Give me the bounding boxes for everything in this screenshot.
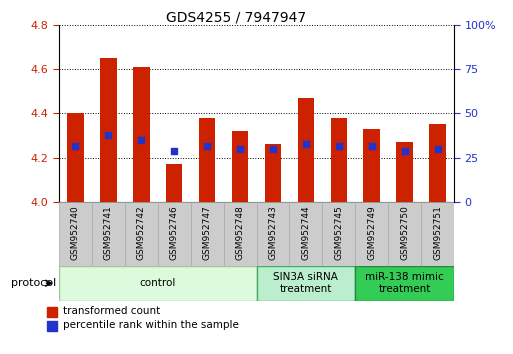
Bar [224,202,256,266]
Point [170,148,179,154]
Bar [298,98,314,202]
Bar [125,202,158,266]
Bar [59,266,256,301]
Text: GSM952747: GSM952747 [203,205,212,260]
Text: GSM952746: GSM952746 [170,205,179,260]
Bar [355,266,454,301]
Point [334,144,343,149]
Point [401,148,409,154]
Bar [166,164,183,202]
Text: GSM952748: GSM952748 [235,205,245,260]
Bar [92,202,125,266]
Bar [421,202,454,266]
Point [71,144,80,149]
Text: SIN3A siRNA
treatment: SIN3A siRNA treatment [273,272,338,294]
Bar [67,113,84,202]
Text: GDS4255 / 7947947: GDS4255 / 7947947 [166,11,306,25]
Text: GSM952745: GSM952745 [334,205,343,260]
Bar [322,202,355,266]
Legend: transformed count, percentile rank within the sample: transformed count, percentile rank withi… [49,306,239,330]
Bar [256,202,289,266]
Point [368,144,376,149]
Bar [100,58,116,202]
Bar [397,142,413,202]
Point [104,132,112,138]
Bar [429,124,446,202]
Point [269,146,277,152]
Text: GSM952740: GSM952740 [71,205,80,260]
Text: GSM952741: GSM952741 [104,205,113,260]
Text: GSM952743: GSM952743 [268,205,278,260]
Bar [364,129,380,202]
Text: GSM952742: GSM952742 [137,205,146,259]
Text: protocol: protocol [11,278,56,288]
Bar [191,202,224,266]
Text: miR-138 mimic
treatment: miR-138 mimic treatment [365,272,444,294]
Point [137,137,145,143]
Bar [199,118,215,202]
Bar [388,202,421,266]
Text: GSM952744: GSM952744 [301,205,310,259]
Bar [265,144,281,202]
Point [302,141,310,147]
Bar [158,202,191,266]
Point [433,146,442,152]
Bar [59,202,92,266]
Text: GSM952749: GSM952749 [367,205,376,260]
Bar [355,202,388,266]
Text: control: control [140,278,176,288]
Bar [232,131,248,202]
Bar [330,118,347,202]
Bar [289,202,322,266]
Text: GSM952751: GSM952751 [433,205,442,260]
Bar [256,266,355,301]
Point [236,146,244,152]
Bar [133,67,149,202]
Text: GSM952750: GSM952750 [400,205,409,260]
Point [203,144,211,149]
